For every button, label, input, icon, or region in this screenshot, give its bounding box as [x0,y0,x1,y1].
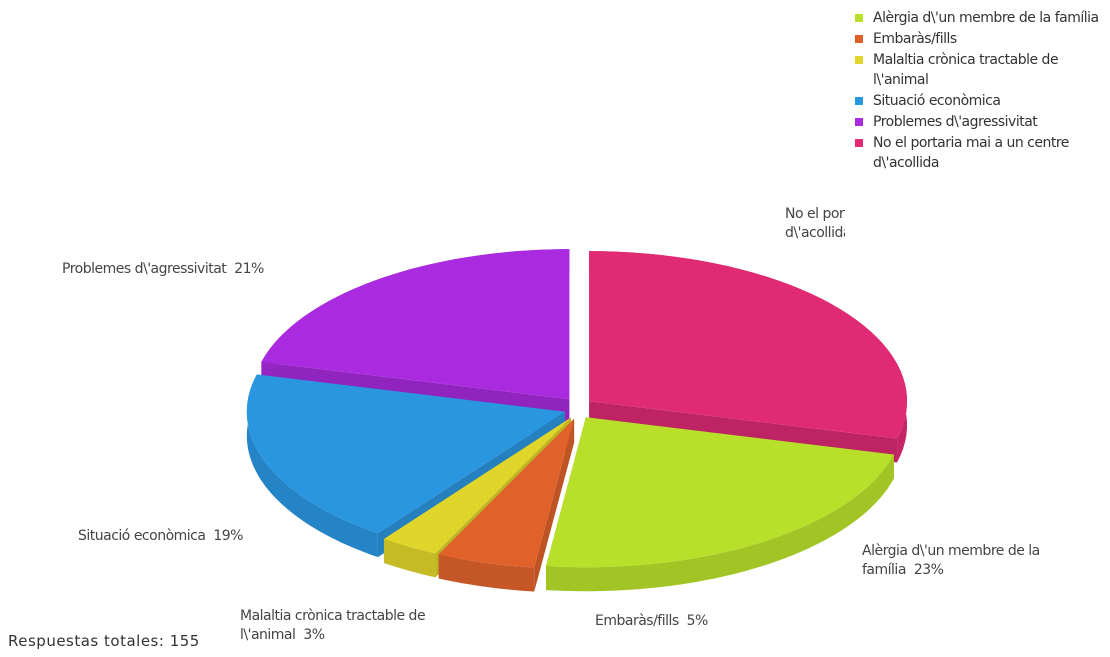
slice-face [534,418,575,592]
legend-text: Alèrgia d\'un membre de la família [873,10,1099,26]
slice-side [246,374,378,558]
footer-total: 155 [169,632,200,650]
data-label: Alèrgia d\'un membre de la família 23% [862,542,1092,580]
data-label: Embaràs/fills 5% [595,612,795,631]
slice [246,374,565,534]
legend-item: Problemes d\'agressivitat [855,112,1110,132]
legend-swatch [855,56,863,64]
legend-swatch [855,35,863,43]
slice-side [383,538,436,578]
slice [546,417,894,568]
data-label-category: Embaràs/fills [595,613,679,629]
legend-item: Malaltia crònica tractable de l\'animal [855,50,1110,90]
footer: Respuestas totales: 155 [8,632,200,650]
data-label-category: Malaltia crònica tractable de l\'animal [240,608,426,643]
slice [383,417,571,554]
legend-item: No el portaria mai a un centre d\'acolli… [855,133,1110,173]
legend-text: Embaràs/fills [873,31,957,47]
data-label-value: 19% [213,528,243,544]
data-label: Problemes d\'agressivitat 21% [62,260,342,279]
data-label: Malaltia crònica tractable de l\'animal … [240,607,470,645]
legend-text: Problemes d\'agressivitat [873,114,1038,130]
legend-item: Situació econòmica [855,91,1110,111]
legend-swatch [855,139,863,147]
slice-side [438,554,535,592]
data-label: Situació econòmica 19% [78,527,318,546]
data-label-value: 3% [303,627,325,643]
data-label-value: 23% [913,562,944,578]
legend-swatch [855,14,863,22]
data-label-category: Alèrgia d\'un membre de la família [862,543,1040,578]
legend-text: No el portaria mai a un centre d\'acolli… [873,135,1069,171]
legend-item: Embaràs/fills [855,29,1110,49]
legend-item: Alèrgia d\'un membre de la família [855,8,1110,28]
slice [589,251,907,439]
data-label-category: Problemes d\'agressivitat [62,261,227,277]
legend-swatch [855,97,863,105]
slice [261,249,570,400]
footer-label: Respuestas totales: [8,632,165,650]
slice-side [546,454,894,592]
legend-text: Malaltia crònica tractable de l\'animal [873,52,1059,88]
legend-swatch [855,118,863,126]
slice [438,418,575,568]
legend-text: Situació econòmica [873,93,1001,109]
data-label-value: 21% [234,261,264,277]
legend: Alèrgia d\'un membre de la família Embarà… [845,4,1110,242]
data-label-value: 5% [686,613,709,629]
data-label-category: Situació econòmica [78,528,206,544]
